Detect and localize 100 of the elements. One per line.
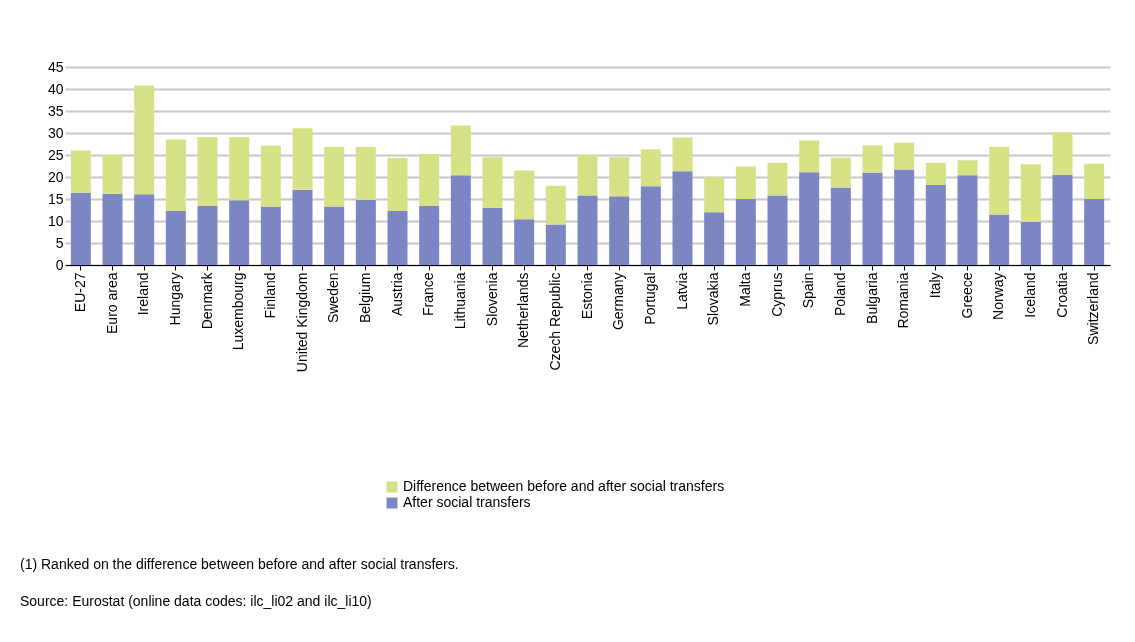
bar bbox=[609, 196, 630, 265]
bar bbox=[165, 210, 186, 265]
bar bbox=[577, 155, 598, 196]
x-tick-label: EU-27 bbox=[71, 272, 88, 313]
x-tick-label: Latvia bbox=[673, 272, 690, 310]
y-tick-label: 10 bbox=[47, 212, 64, 229]
bar bbox=[609, 157, 630, 197]
x-tick-label: Austria bbox=[388, 272, 405, 317]
bar bbox=[767, 162, 788, 196]
bar bbox=[324, 147, 345, 207]
x-tick-label: Slovakia bbox=[705, 272, 722, 326]
x-tick-label: Iceland bbox=[1021, 272, 1038, 318]
bar bbox=[229, 136, 250, 201]
bar bbox=[260, 206, 281, 265]
y-tick-label: 20 bbox=[47, 168, 64, 185]
bar bbox=[545, 185, 566, 225]
legend-label: Difference between before and after social transfers bbox=[403, 478, 725, 494]
bar bbox=[355, 147, 376, 200]
bar bbox=[799, 172, 820, 265]
x-tick-label: Hungary bbox=[166, 272, 183, 326]
x-tick-label: Estonia bbox=[578, 272, 595, 320]
bar bbox=[894, 142, 915, 170]
bar bbox=[70, 150, 91, 193]
bar bbox=[672, 137, 693, 172]
bar bbox=[640, 149, 661, 187]
x-tick-label: Czech Republic bbox=[546, 272, 563, 371]
bar bbox=[894, 169, 915, 265]
x-tick-label: Lithuania bbox=[451, 272, 468, 330]
bar bbox=[387, 158, 408, 211]
bar bbox=[1084, 163, 1105, 199]
bar bbox=[767, 195, 788, 265]
bar bbox=[1084, 199, 1105, 265]
bar bbox=[957, 160, 978, 176]
x-tick-label: Finland bbox=[261, 272, 278, 319]
legend-label: After social transfers bbox=[403, 494, 531, 510]
y-tick-label: 25 bbox=[47, 146, 64, 163]
text: (1) Ranked on the difference between before and after social transfers. bbox=[20, 556, 459, 572]
bar bbox=[197, 206, 218, 265]
x-tick-label: Slovenia bbox=[483, 272, 500, 327]
x-tick-label: Germany bbox=[610, 272, 627, 331]
y-tick-label: 30 bbox=[47, 124, 64, 141]
x-tick-label: Netherlands bbox=[515, 272, 532, 348]
x-tick-label: Ireland bbox=[135, 272, 152, 316]
bar bbox=[799, 140, 820, 173]
y-tick-label: 0 bbox=[55, 256, 64, 273]
bar bbox=[577, 195, 598, 265]
x-tick-label: Poland bbox=[831, 272, 848, 317]
bar bbox=[292, 128, 313, 190]
x-tick-label: Malta bbox=[736, 272, 753, 307]
y-tick-label: 5 bbox=[55, 234, 64, 251]
x-tick-label: Romania bbox=[895, 272, 912, 329]
y-tick-label: 35 bbox=[47, 102, 64, 119]
bar bbox=[957, 175, 978, 265]
x-tick-label: Italy bbox=[926, 272, 943, 299]
x-tick-label: Bulgaria bbox=[863, 272, 880, 324]
bar bbox=[514, 170, 535, 220]
bar bbox=[1020, 221, 1041, 265]
bar bbox=[387, 210, 408, 265]
y-tick-label: 45 bbox=[47, 58, 64, 75]
bar bbox=[419, 206, 440, 265]
bar bbox=[989, 214, 1010, 265]
bar bbox=[419, 154, 440, 207]
bar bbox=[165, 139, 186, 211]
x-tick-label: Sweden bbox=[325, 272, 342, 324]
bar bbox=[229, 200, 250, 265]
x-tick-label: Portugal bbox=[641, 272, 658, 325]
bar bbox=[292, 189, 313, 265]
bar bbox=[197, 136, 218, 207]
bar bbox=[324, 206, 345, 265]
bar bbox=[514, 219, 535, 265]
bar bbox=[640, 186, 661, 265]
bar bbox=[862, 172, 883, 265]
bar bbox=[925, 162, 946, 185]
x-tick-label: Spain bbox=[800, 272, 817, 309]
bar bbox=[1020, 164, 1041, 222]
bar bbox=[134, 85, 155, 195]
bar bbox=[735, 166, 756, 199]
bar bbox=[134, 194, 155, 265]
bar bbox=[830, 187, 851, 265]
x-tick-label: France bbox=[420, 272, 437, 317]
bar bbox=[989, 147, 1010, 215]
bar bbox=[260, 145, 281, 207]
bar bbox=[735, 199, 756, 265]
bar bbox=[862, 145, 883, 173]
bar bbox=[704, 177, 725, 213]
bar bbox=[482, 207, 503, 265]
bar bbox=[830, 157, 851, 188]
bar bbox=[672, 171, 693, 265]
x-tick-label: Belgium bbox=[356, 272, 373, 324]
source-note: Source: Eurostat (online data codes: ilc_li02 and ilc_li10) bbox=[20, 593, 372, 609]
bar bbox=[450, 175, 471, 265]
x-tick-label: Croatia bbox=[1053, 272, 1070, 318]
bar bbox=[102, 155, 123, 194]
y-tick-label: 15 bbox=[47, 190, 64, 207]
x-tick-label: Denmark bbox=[198, 271, 215, 330]
bar bbox=[704, 212, 725, 265]
x-tick-label: Luxembourg bbox=[230, 272, 247, 351]
x-tick-label: Euro area bbox=[103, 272, 120, 334]
bar bbox=[102, 193, 123, 265]
bar bbox=[450, 125, 471, 176]
